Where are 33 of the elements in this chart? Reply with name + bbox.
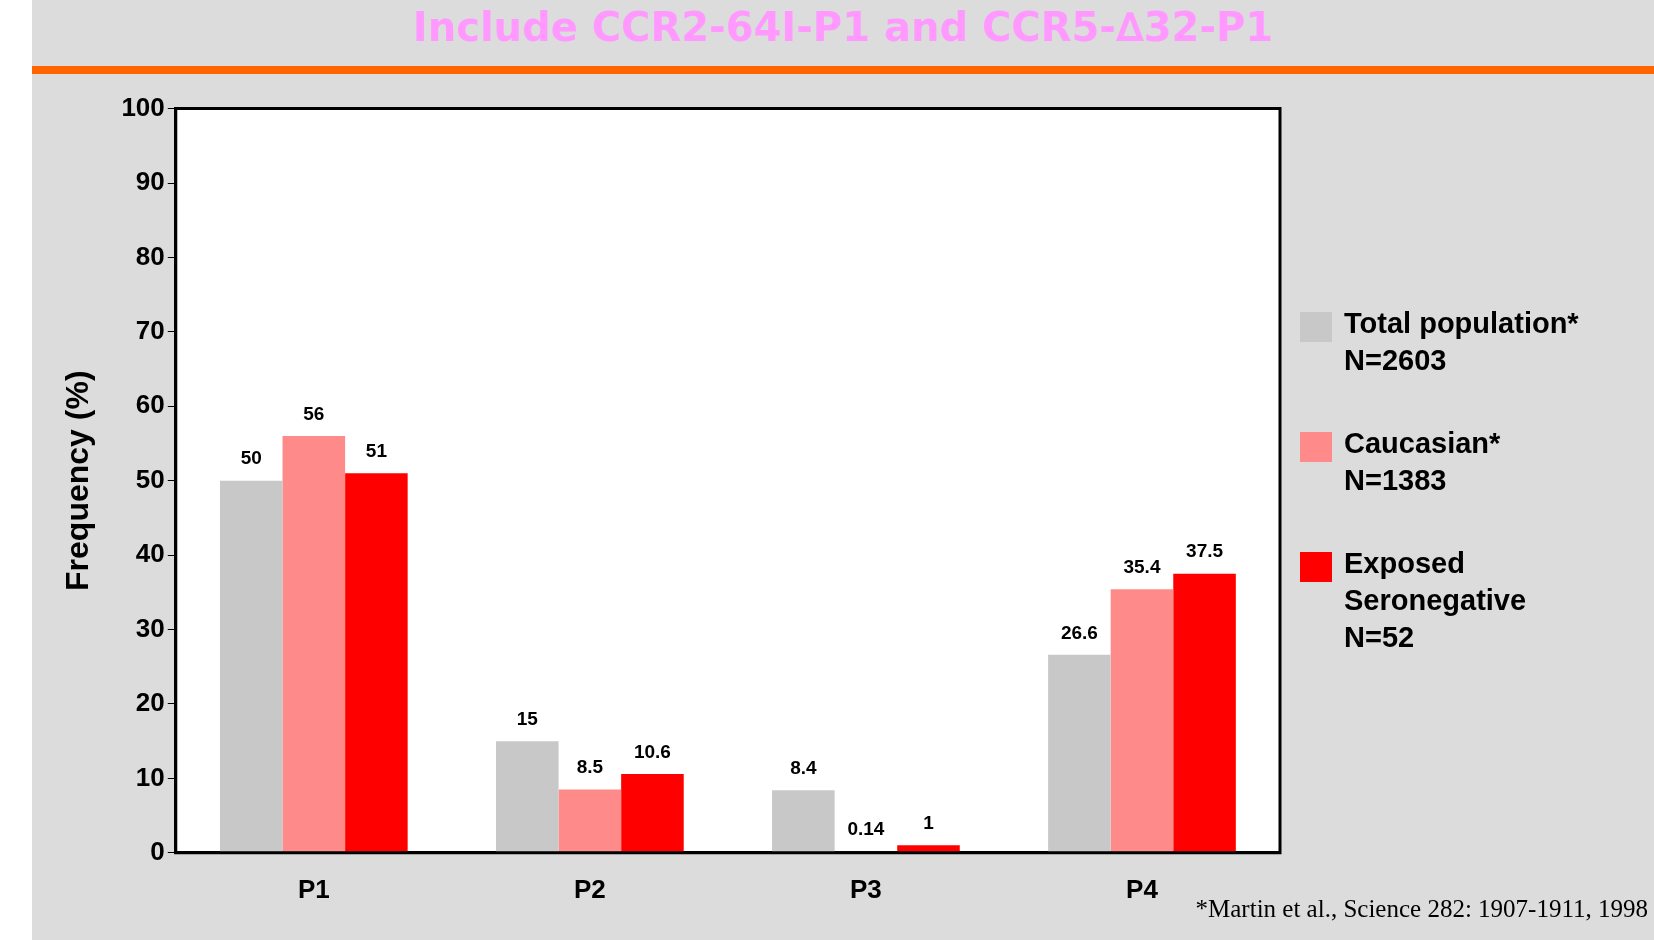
- data-label: 8.5: [576, 756, 604, 778]
- data-label: 26.6: [1060, 621, 1098, 643]
- data-label: 1: [923, 812, 935, 834]
- legend-label: Exposed Seronegative N=52: [1344, 546, 1527, 653]
- data-label: 10.6: [633, 740, 671, 762]
- x-tick-label: P2: [573, 873, 606, 904]
- y-tick-label: 70: [135, 315, 165, 346]
- data-label: 35.4: [1123, 556, 1161, 578]
- y-tick-label: 0: [150, 835, 165, 866]
- y-tick-label: 60: [135, 389, 165, 420]
- y-tick-label: 50: [135, 463, 165, 494]
- chart-title: Include CCR2-64I-P1 and CCR5-∆32-P1: [411, 4, 1275, 50]
- y-tick-label: 100: [121, 91, 165, 122]
- y-tick-label: 10: [135, 761, 165, 792]
- text: *Martin et al., Science 282: 1907-1911, 1998: [1195, 895, 1648, 923]
- data-label: 51: [365, 439, 388, 461]
- data-label: 37.5: [1186, 540, 1224, 562]
- legend-label: Total population* N=2603: [1344, 306, 1580, 376]
- y-tick-label: 20: [135, 687, 165, 718]
- y-tick-label: 80: [135, 240, 165, 271]
- data-label: 15: [516, 707, 539, 729]
- data-label: 50: [240, 447, 262, 469]
- x-tick-label: P4: [1126, 873, 1159, 904]
- legend-label: Caucasian* N=1383: [1344, 426, 1502, 496]
- data-label: 0.14: [847, 818, 885, 840]
- y-tick-label: 30: [135, 612, 165, 643]
- y-tick-label: 40: [135, 538, 165, 569]
- data-label: 8.4: [790, 757, 817, 779]
- data-label: 56: [303, 402, 325, 424]
- y-axis-title: Frequency (%): [59, 370, 96, 591]
- x-tick-label: P3: [850, 873, 882, 904]
- y-tick-label: 90: [135, 166, 165, 197]
- x-tick-label: P1: [297, 873, 330, 904]
